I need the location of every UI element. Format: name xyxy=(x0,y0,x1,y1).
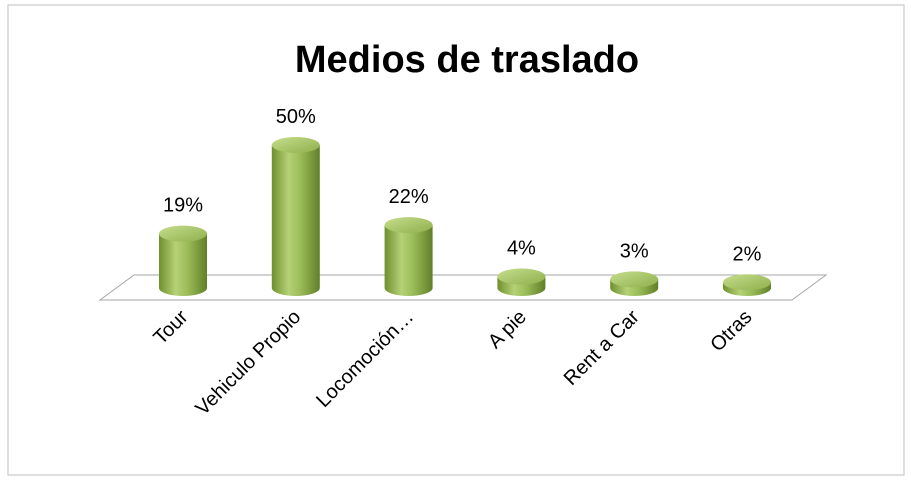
bar-top xyxy=(497,268,546,285)
floor xyxy=(98,274,828,301)
chart-title: Medios de traslado xyxy=(295,39,639,81)
bar xyxy=(271,145,320,296)
bar-top xyxy=(271,137,320,153)
bar-top xyxy=(159,225,207,242)
bar-top xyxy=(610,271,659,288)
bar-top xyxy=(723,274,771,291)
bar xyxy=(384,225,433,296)
data-label: 2% xyxy=(733,243,762,265)
data-label: 3% xyxy=(620,240,649,262)
chart-frame xyxy=(7,4,905,476)
data-label: 4% xyxy=(507,238,536,260)
bar xyxy=(159,233,207,296)
data-label: 50% xyxy=(276,106,316,128)
bar-top xyxy=(384,217,433,234)
data-label: 22% xyxy=(389,186,429,208)
data-label: 19% xyxy=(163,195,203,217)
